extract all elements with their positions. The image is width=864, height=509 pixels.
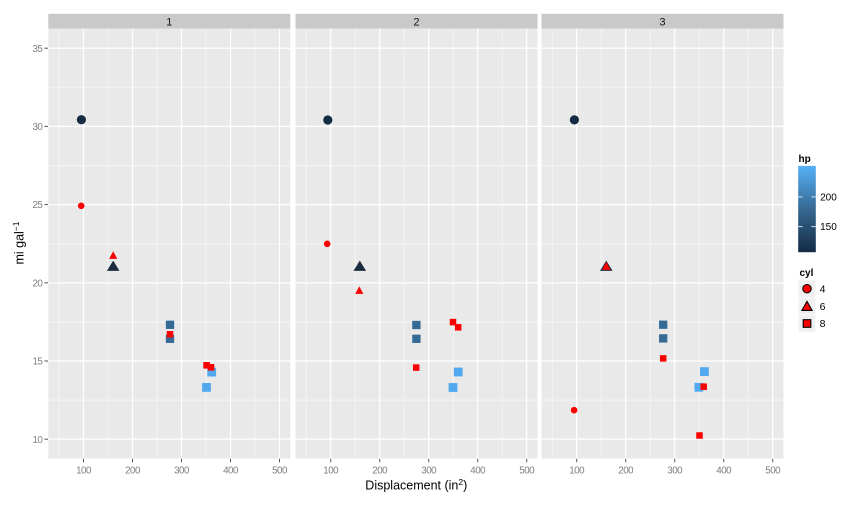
svg-text:4: 4 [820,283,826,295]
svg-text:500: 500 [765,465,781,476]
svg-text:400: 400 [223,465,239,476]
svg-text:8: 8 [820,318,826,330]
svg-text:100: 100 [323,465,339,476]
svg-text:400: 400 [470,465,486,476]
svg-text:cyl: cyl [800,268,814,279]
svg-text:500: 500 [519,465,535,476]
svg-text:300: 300 [174,465,190,476]
svg-text:200: 200 [820,192,837,203]
svg-text:200: 200 [618,465,634,476]
svg-text:20: 20 [32,278,43,289]
svg-text:200: 200 [125,465,141,476]
svg-text:2: 2 [413,16,419,28]
svg-text:hp: hp [799,154,811,165]
svg-text:30: 30 [32,122,43,133]
svg-text:Displacement (in2): Displacement (in2) [365,477,467,493]
svg-text:15: 15 [32,357,43,368]
svg-text:500: 500 [272,465,288,476]
svg-text:200: 200 [372,465,388,476]
svg-text:150: 150 [820,222,837,233]
svg-text:100: 100 [569,465,585,476]
svg-text:25: 25 [32,200,43,211]
svg-text:1: 1 [166,16,172,28]
svg-text:10: 10 [32,435,43,446]
svg-text:35: 35 [32,44,43,55]
svg-text:mi gal−1: mi gal−1 [11,221,27,264]
svg-text:400: 400 [716,465,732,476]
svg-text:100: 100 [76,465,92,476]
svg-text:300: 300 [667,465,683,476]
svg-text:6: 6 [820,301,826,313]
svg-text:300: 300 [421,465,437,476]
svg-text:3: 3 [659,16,665,28]
